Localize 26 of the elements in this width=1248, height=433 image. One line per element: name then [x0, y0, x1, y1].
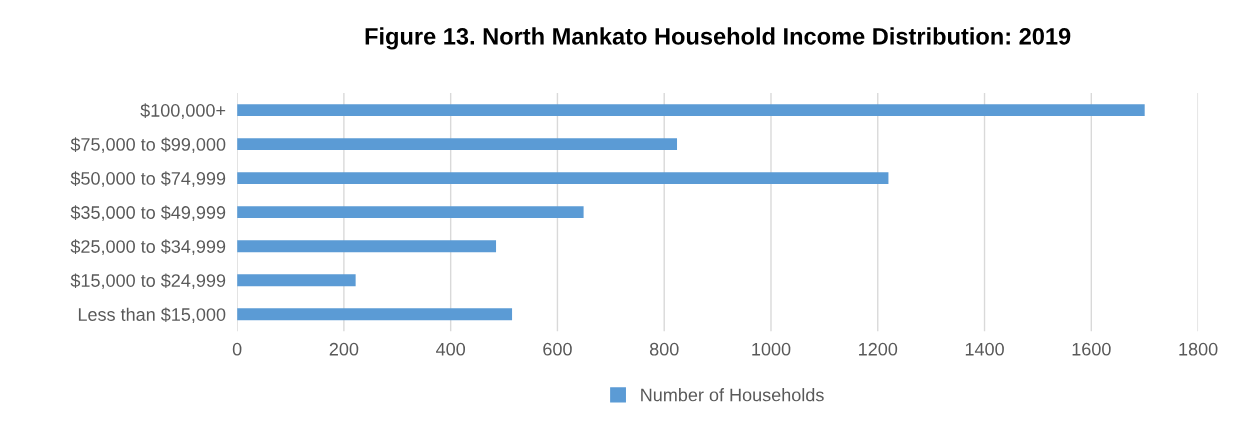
x-tick-label: 400 [436, 342, 466, 356]
x-tick-label: 800 [649, 342, 679, 356]
x-tick-label: 1200 [859, 342, 898, 356]
x-tick-label: 1800 [1179, 342, 1218, 356]
y-tick-label: $15,000 to $24,999 [70, 273, 226, 290]
bar [237, 206, 584, 219]
y-tick-label: $25,000 to $34,999 [70, 239, 226, 256]
bar [237, 308, 513, 321]
bar [237, 104, 1145, 117]
x-tick-label: 1000 [752, 342, 791, 356]
x-tick-label: 1600 [1072, 342, 1111, 356]
legend-label: Number of Households [641, 388, 824, 402]
bar [237, 172, 889, 185]
y-tick-label: Less than $15,000 [78, 307, 226, 324]
y-tick-label: $75,000 to $99,000 [70, 137, 226, 153]
bar [237, 138, 678, 151]
y-tick-label: $50,000 to $74,999 [70, 171, 226, 187]
x-tick-label: 1400 [965, 342, 1004, 356]
y-tick-label: $35,000 to $49,999 [70, 205, 226, 222]
bar [237, 240, 497, 253]
x-tick-label: 600 [543, 342, 572, 356]
bar [237, 274, 356, 287]
x-tick-label: 0 [232, 342, 242, 356]
x-tick-label: 200 [329, 342, 359, 356]
y-tick-label: $100,000+ [140, 103, 226, 119]
chart-title: Figure 13. North Mankato Household Income Distribution: 2019 [365, 27, 1071, 50]
